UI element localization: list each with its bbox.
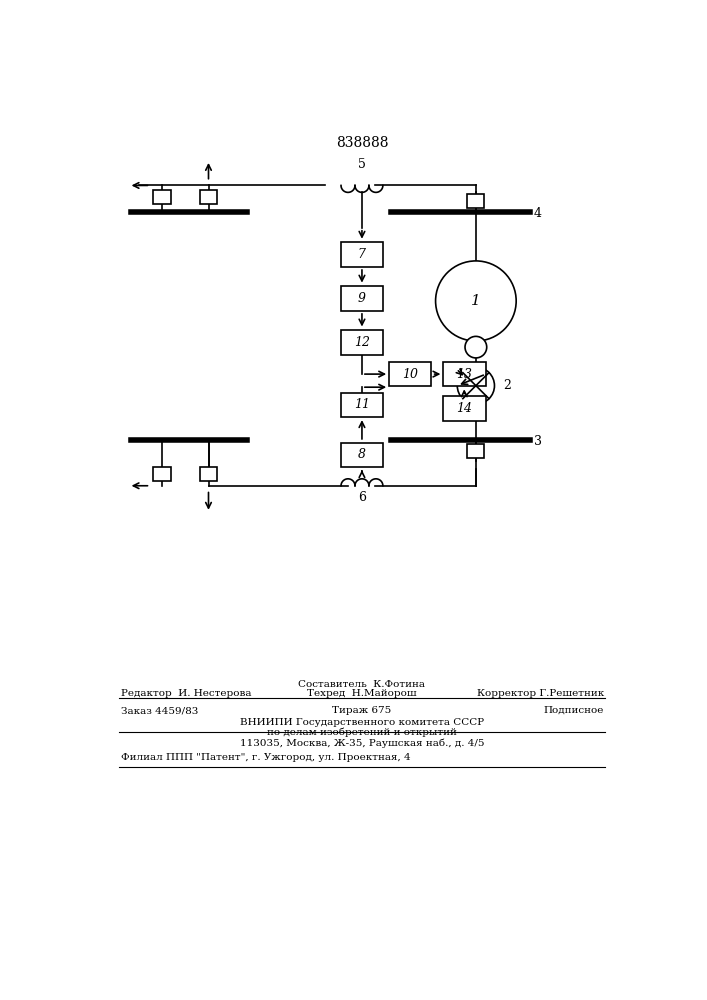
Text: 1: 1 bbox=[471, 294, 481, 308]
Text: 4: 4 bbox=[534, 207, 542, 220]
Text: 5: 5 bbox=[358, 158, 366, 171]
Text: 6: 6 bbox=[358, 491, 366, 504]
Bar bbox=[389, 362, 431, 386]
Bar bbox=[443, 362, 486, 386]
Bar bbox=[341, 286, 383, 311]
Bar bbox=[200, 190, 217, 204]
Bar bbox=[341, 393, 383, 417]
Text: 838888: 838888 bbox=[336, 136, 388, 150]
Text: Корректор Г.Решетник: Корректор Г.Решетник bbox=[477, 688, 604, 698]
Bar bbox=[153, 467, 170, 481]
Bar bbox=[443, 396, 486, 421]
Bar bbox=[200, 467, 217, 481]
Text: 2: 2 bbox=[503, 379, 511, 392]
Text: 7: 7 bbox=[358, 248, 366, 261]
Text: Филиал ППП "Патент", г. Ужгород, ул. Проектная, 4: Филиал ППП "Патент", г. Ужгород, ул. Про… bbox=[121, 753, 411, 762]
Text: 11: 11 bbox=[354, 398, 370, 411]
Text: Составитель  К.Фотина: Составитель К.Фотина bbox=[298, 680, 426, 689]
Text: Тираж 675: Тираж 675 bbox=[332, 706, 392, 715]
Text: Техред  Н.Майорош: Техред Н.Майорош bbox=[307, 688, 416, 698]
Text: 10: 10 bbox=[402, 368, 418, 381]
Circle shape bbox=[436, 261, 516, 341]
Text: Заказ 4459/83: Заказ 4459/83 bbox=[121, 706, 198, 715]
Text: 13: 13 bbox=[456, 368, 472, 381]
Text: Редактор  И. Нестерова: Редактор И. Нестерова bbox=[121, 688, 252, 698]
Bar bbox=[341, 330, 383, 355]
Text: Подписное: Подписное bbox=[544, 706, 604, 715]
Text: 9: 9 bbox=[358, 292, 366, 305]
Text: 3: 3 bbox=[534, 435, 542, 448]
Circle shape bbox=[457, 367, 494, 404]
Bar bbox=[467, 444, 484, 458]
Bar bbox=[153, 190, 170, 204]
Text: по делам изобретений и открытий: по делам изобретений и открытий bbox=[267, 727, 457, 737]
Text: 8: 8 bbox=[358, 448, 366, 461]
Bar bbox=[467, 194, 484, 208]
Circle shape bbox=[465, 336, 486, 358]
Text: ВНИИПИ Государственного комитета СССР: ВНИИПИ Государственного комитета СССР bbox=[240, 718, 484, 727]
Bar bbox=[341, 242, 383, 267]
Text: 113035, Москва, Ж-35, Раушская наб., д. 4/5: 113035, Москва, Ж-35, Раушская наб., д. … bbox=[240, 738, 484, 748]
Text: 12: 12 bbox=[354, 336, 370, 349]
Bar bbox=[341, 443, 383, 467]
Text: 14: 14 bbox=[456, 402, 472, 415]
